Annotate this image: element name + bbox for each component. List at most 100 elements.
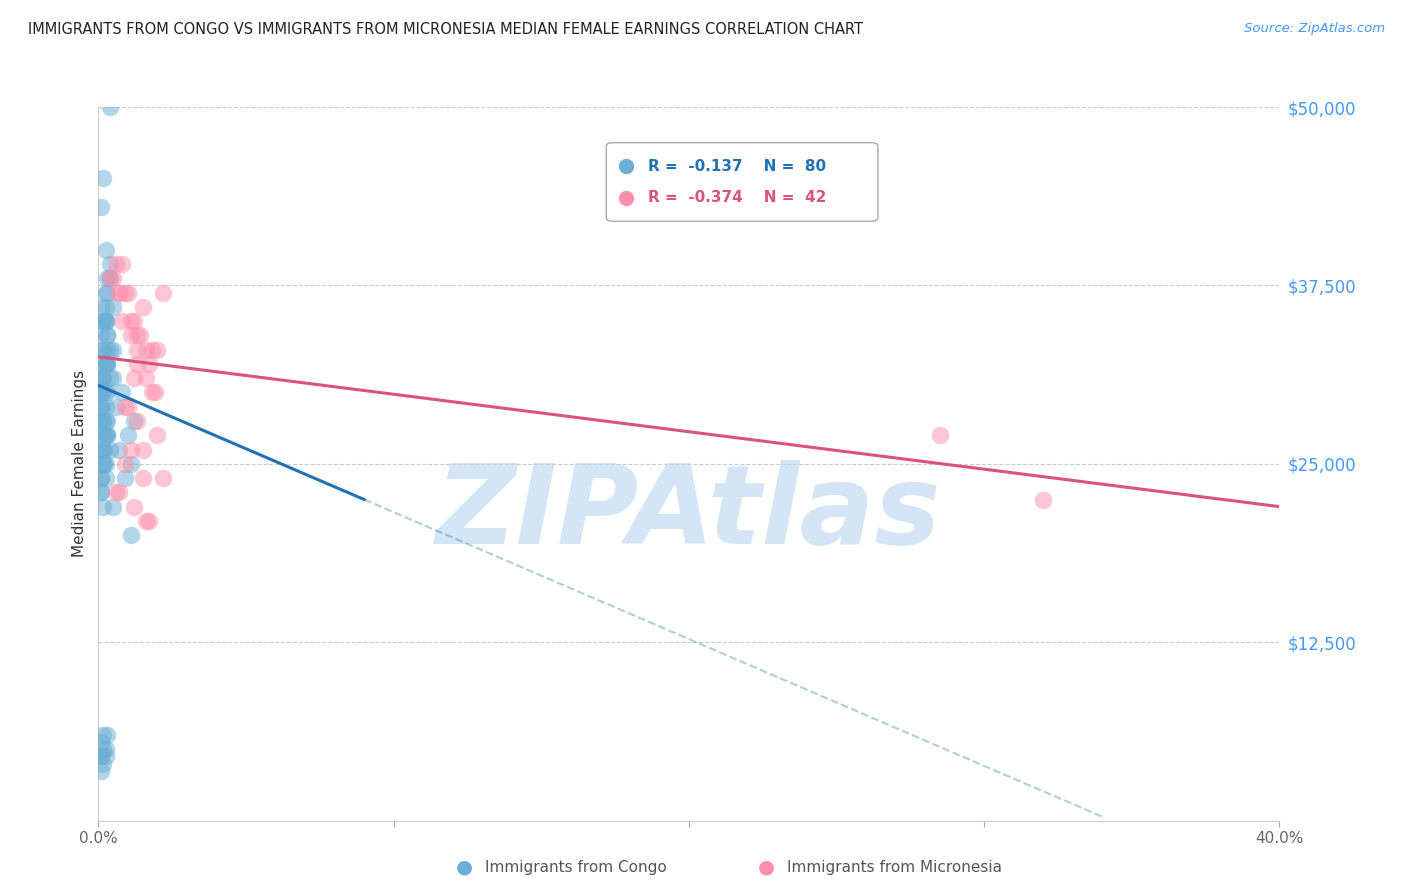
Point [114,457,136,471]
Point [90,414,112,428]
Point [120,528,142,542]
Point [91,756,114,771]
Point [94,457,117,471]
Point [117,400,139,414]
Point [90,371,112,385]
Point [91,343,114,357]
Point [94,742,117,756]
Point [135,343,157,357]
Point [108,485,131,500]
Point [91,500,114,514]
Text: ●: ● [758,857,775,877]
Point [111,314,134,328]
Point [91,343,114,357]
Point [125,328,148,343]
Point [90,385,112,400]
Point [90,485,112,500]
Point [928,428,950,442]
Point [146,428,169,442]
Point [96,328,118,343]
Point [90,485,112,500]
Point [90,735,112,749]
Point [94,314,117,328]
Point [96,428,118,442]
Point [117,285,139,300]
Point [90,400,112,414]
Point [138,514,160,528]
Point [117,428,139,442]
Point [114,400,136,414]
Point [94,400,117,414]
Point [122,314,145,328]
Point [96,428,118,442]
Point [132,442,155,457]
Point [125,414,148,428]
Point [91,414,114,428]
Point [96,271,118,285]
Point [90,200,112,214]
Point [122,414,145,428]
Point [93,442,115,457]
Point [90,471,112,485]
Point [96,285,118,300]
Point [91,742,114,756]
Point [98,271,121,285]
Point [125,343,148,357]
Point [143,385,166,400]
Y-axis label: Median Female Earnings: Median Female Earnings [72,370,87,558]
Point [96,328,118,343]
Point [94,414,117,428]
Point [152,285,174,300]
Point [94,428,117,442]
Point [90,764,112,778]
Point [90,385,112,400]
Point [94,357,117,371]
Point [146,343,169,357]
Point [120,314,142,328]
Point [91,457,114,471]
FancyBboxPatch shape [606,143,877,221]
Point [108,442,131,457]
Point [91,171,114,186]
Point [98,100,121,114]
Point [103,343,125,357]
Point [120,457,142,471]
Point [98,257,121,271]
Point [96,414,118,428]
Point [135,514,157,528]
Point [125,357,148,371]
Point [94,357,117,371]
Point [135,371,157,385]
Point [152,471,174,485]
Point [98,271,121,285]
Point [90,749,112,764]
Point [94,285,117,300]
Point [94,243,117,257]
Point [120,328,142,343]
Point [141,343,163,357]
Point [94,300,117,314]
Point [94,314,117,328]
Point [91,385,114,400]
Point [105,485,128,500]
Text: IMMIGRANTS FROM CONGO VS IMMIGRANTS FROM MICRONESIA MEDIAN FEMALE EARNINGS CORRE: IMMIGRANTS FROM CONGO VS IMMIGRANTS FROM… [28,22,863,37]
Text: Immigrants from Congo: Immigrants from Congo [485,860,666,874]
Point [105,400,128,414]
Point [91,442,114,457]
Point [120,442,142,457]
Point [90,471,112,485]
Point [108,285,131,300]
Point [96,728,118,742]
Point [132,471,155,485]
Point [90,400,112,414]
Point [91,371,114,385]
Point [138,357,160,371]
Point [98,371,121,385]
Text: ●: ● [456,857,472,877]
Point [108,285,131,300]
Point [91,728,114,742]
Point [90,328,112,343]
Point [111,385,134,400]
Point [91,457,114,471]
Point [91,371,114,385]
